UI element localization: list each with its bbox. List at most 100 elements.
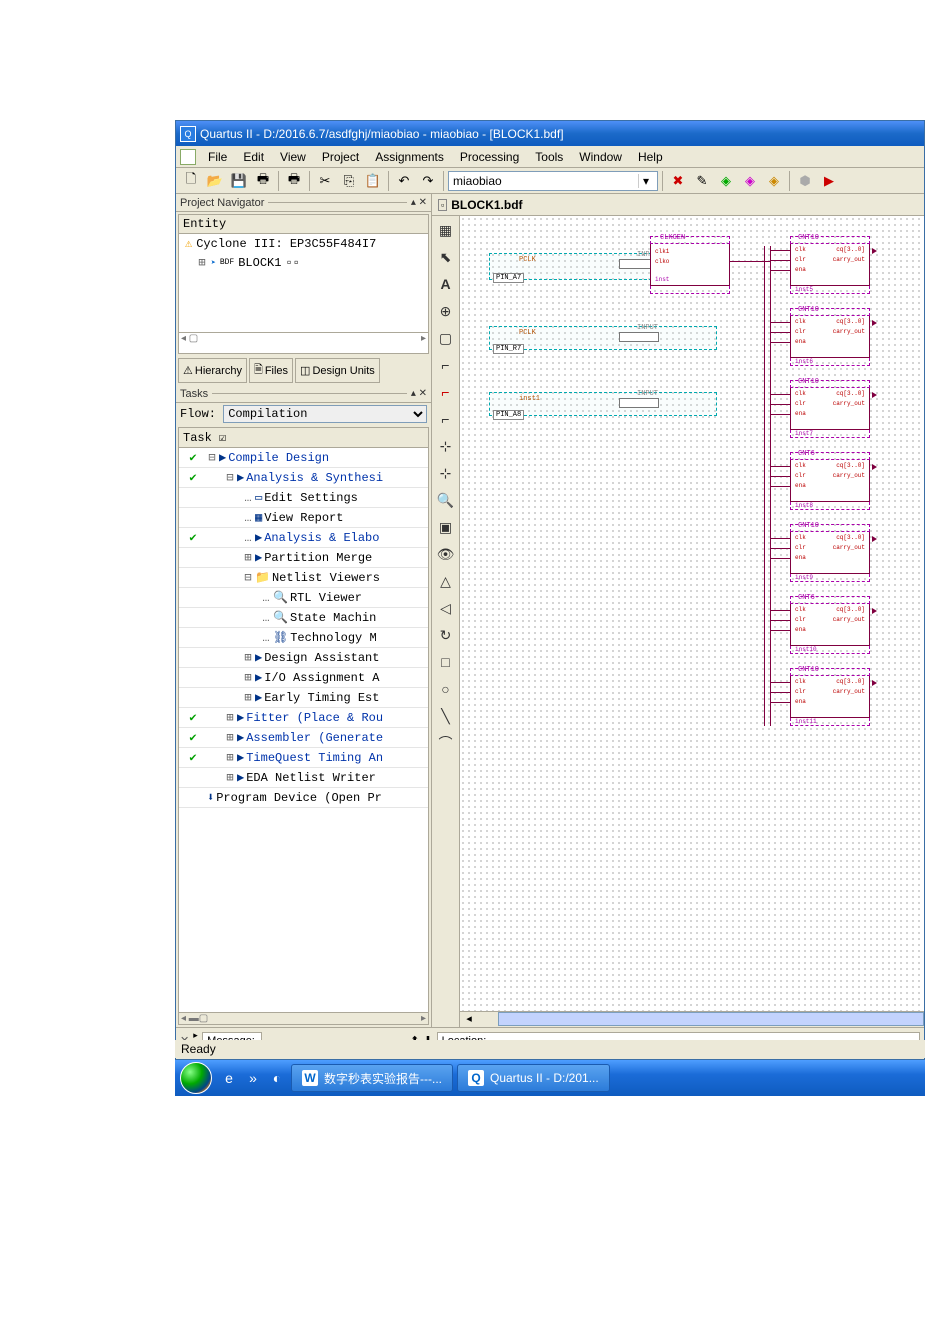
taskbar-item[interactable]: QQuartus II - D:/201... — [457, 1064, 610, 1092]
menu-assignments[interactable]: Assignments — [367, 148, 452, 166]
panel-controls[interactable]: ▴ ✕ — [411, 388, 427, 399]
fliph-tool[interactable]: △ — [436, 571, 456, 591]
schematic-canvas[interactable]: PCLKPIN_A7INPUTPCLKPIN_R7INPUTinst1PIN_A… — [460, 216, 924, 1011]
document-tab[interactable]: ▫ BLOCK1.bdf — [432, 194, 924, 216]
node-tool[interactable]: ⊹ — [436, 436, 456, 456]
toolbar: 🗋 📂 💾 🖶 🖶 ✂ ⎘ 📋 ↶ ↷ miaobiao ▾ ✖ ✎ ◈ ◈ ◈… — [176, 168, 924, 194]
task-row[interactable]: ✔⊞▶ Fitter (Place & Rou — [179, 708, 428, 728]
tasks-tree[interactable]: Task ☑ ✔⊟▶ Compile Design✔⊟▶ Analysis & … — [178, 427, 429, 1025]
tasks-scrollbar[interactable]: ◂ ▬▢▸ — [179, 1012, 428, 1024]
fullscreen-tool[interactable]: ▣ — [436, 517, 456, 537]
app-icon: Q — [180, 126, 196, 142]
menu-tools[interactable]: Tools — [527, 148, 571, 166]
expand-icon[interactable]: ⊞ — [197, 255, 207, 270]
select-tool[interactable]: ⬉ — [436, 247, 456, 267]
task-row[interactable]: ⊟📁 Netlist Viewers — [179, 568, 428, 588]
symbol-tool[interactable]: ⊕ — [436, 301, 456, 321]
flow-select[interactable]: Compilation — [223, 405, 427, 423]
find-tool[interactable]: 👁 — [436, 544, 456, 564]
task-row[interactable]: ⊞▶ I/O Assignment A — [179, 668, 428, 688]
rect2-tool[interactable]: □ — [436, 652, 456, 672]
navigator-header: Project Navigator ▴ ✕ — [176, 194, 431, 212]
task-row[interactable]: ⊞▶ Early Timing Est — [179, 688, 428, 708]
horizontal-scrollbar[interactable]: ◂ — [460, 1011, 924, 1027]
task-row[interactable]: …🔍 State Machin — [179, 608, 428, 628]
task-row[interactable]: ✔⊞▶ TimeQuest Timing An — [179, 748, 428, 768]
nav-tab-files[interactable]: 🗎Files — [249, 358, 293, 383]
nav-scrollbar[interactable]: ◂ ▢▸ — [179, 332, 428, 344]
menu-help[interactable]: Help — [630, 148, 671, 166]
cut-button[interactable]: ✂ — [314, 170, 336, 192]
menu-edit[interactable]: Edit — [235, 148, 272, 166]
gem1-button[interactable]: ◈ — [715, 170, 737, 192]
nav-column-header: Entity — [179, 215, 428, 234]
wand-button[interactable]: ✎ — [691, 170, 713, 192]
menubar: FileEditViewProjectAssignmentsProcessing… — [176, 146, 924, 168]
task-row[interactable]: ⊞▶ EDA Netlist Writer — [179, 768, 428, 788]
task-row[interactable]: ✔⊞▶ Assembler (Generate — [179, 728, 428, 748]
task-row[interactable]: ✔⊟▶ Compile Design — [179, 448, 428, 468]
save-button[interactable]: 💾 — [228, 170, 250, 192]
task-row[interactable]: ⊞▶ Design Assistant — [179, 648, 428, 668]
task-row[interactable]: ⊞▶ Partition Merge — [179, 548, 428, 568]
menu-window[interactable]: Window — [571, 148, 630, 166]
print-button[interactable]: 🖶 — [283, 170, 305, 192]
status-bar: Ready — [175, 1040, 925, 1058]
line-tool[interactable]: ╲ — [436, 706, 456, 726]
text-tool[interactable]: A — [436, 274, 456, 294]
device-row[interactable]: ⚠ Cyclone III: EP3C55F484I7 — [179, 234, 428, 253]
redo-button[interactable]: ↷ — [417, 170, 439, 192]
flow-selector-row: Flow: Compilation — [176, 403, 431, 425]
block-tool[interactable]: ▦ — [436, 220, 456, 240]
task-row[interactable]: ✔…▶ Analysis & Elabo — [179, 528, 428, 548]
rotate-tool[interactable]: ↻ — [436, 625, 456, 645]
left-panel: Project Navigator ▴ ✕ Entity ⚠ Cyclone I… — [176, 194, 432, 1027]
conn2-tool[interactable]: ⌐ — [436, 382, 456, 402]
open-button[interactable]: 📂 — [204, 170, 226, 192]
copy-button[interactable]: ⎘ — [338, 170, 360, 192]
project-combo[interactable]: miaobiao ▾ — [448, 171, 658, 191]
nav-tab-hierarchy[interactable]: ⚠Hierarchy — [178, 358, 247, 383]
play-button[interactable]: ▶ — [818, 170, 840, 192]
gem2-button[interactable]: ◈ — [739, 170, 761, 192]
start-button[interactable] — [175, 1060, 217, 1096]
conn3-tool[interactable]: ⌐ — [436, 409, 456, 429]
conn1-tool[interactable]: ⌐ — [436, 355, 456, 375]
flipv-tool[interactable]: ◁ — [436, 598, 456, 618]
undo-button[interactable]: ↶ — [393, 170, 415, 192]
gem3-button[interactable]: ◈ — [763, 170, 785, 192]
task-row[interactable]: …▭ Edit Settings — [179, 488, 428, 508]
bdf-file-icon: ▫ — [438, 199, 447, 211]
new-button[interactable]: 🗋 — [180, 170, 202, 192]
task-row[interactable]: …🔍 RTL Viewer — [179, 588, 428, 608]
rect-tool[interactable]: ▢ — [436, 328, 456, 348]
saveall-button[interactable]: 🖶 — [252, 170, 274, 192]
nav-tab-design-units[interactable]: ◫Design Units — [295, 358, 380, 383]
stop-button[interactable]: ⬢ — [794, 170, 816, 192]
task-row[interactable]: …⛓ Technology M — [179, 628, 428, 648]
task-row[interactable]: ⬇ Program Device (Open Pr — [179, 788, 428, 808]
tasks-header: Tasks ▴ ✕ — [176, 385, 431, 403]
more-icon[interactable]: » — [241, 1066, 265, 1090]
zoom-tool[interactable]: 🔍 — [436, 490, 456, 510]
panel-controls[interactable]: ▴ ✕ — [411, 197, 427, 208]
bus-tool[interactable]: ⊹ — [436, 463, 456, 483]
desktop-icon[interactable]: ◐ — [265, 1066, 289, 1090]
circle-tool[interactable]: ○ — [436, 679, 456, 699]
navigator-tree[interactable]: Entity ⚠ Cyclone III: EP3C55F484I7 ⊞ ➤ B… — [178, 214, 429, 354]
menu-view[interactable]: View — [272, 148, 314, 166]
menu-file[interactable]: File — [200, 148, 235, 166]
ie-icon[interactable]: e — [217, 1066, 241, 1090]
titlebar[interactable]: Q Quartus II - D:/2016.6.7/asdfghj/miaob… — [176, 121, 924, 146]
settings-button[interactable]: ✖ — [667, 170, 689, 192]
menu-processing[interactable]: Processing — [452, 148, 527, 166]
task-row[interactable]: …▦ View Report — [179, 508, 428, 528]
app-window: Q Quartus II - D:/2016.6.7/asdfghj/miaob… — [175, 120, 925, 1060]
tasks-column-header: Task ☑ — [179, 428, 428, 448]
arc-tool[interactable]: ⌒ — [436, 733, 456, 753]
menu-project[interactable]: Project — [314, 148, 367, 166]
paste-button[interactable]: 📋 — [362, 170, 384, 192]
task-row[interactable]: ✔⊟▶ Analysis & Synthesi — [179, 468, 428, 488]
root-entity-row[interactable]: ⊞ ➤ BDF BLOCK1 ▫▫ — [179, 253, 428, 272]
taskbar-item[interactable]: W数字秒表实验报告---... — [291, 1064, 453, 1092]
